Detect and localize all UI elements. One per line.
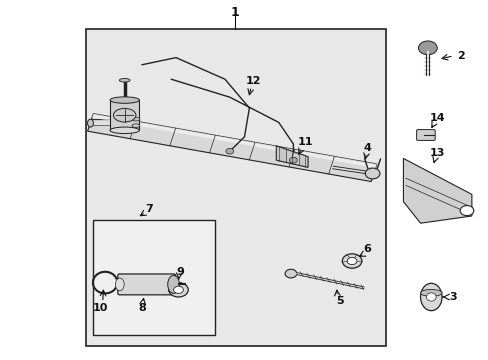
- Circle shape: [173, 286, 183, 293]
- Bar: [110, 100, 139, 130]
- Text: 3: 3: [448, 292, 456, 302]
- Circle shape: [225, 148, 233, 154]
- Text: 11: 11: [297, 137, 313, 147]
- Bar: [85, 29, 386, 346]
- Ellipse shape: [420, 289, 441, 296]
- Text: 10: 10: [92, 303, 108, 313]
- Polygon shape: [87, 114, 376, 181]
- Circle shape: [342, 254, 361, 268]
- Circle shape: [289, 157, 297, 163]
- Circle shape: [346, 257, 356, 265]
- Text: 12: 12: [245, 76, 261, 86]
- Ellipse shape: [426, 293, 435, 301]
- Polygon shape: [403, 158, 471, 223]
- Text: 2: 2: [456, 51, 464, 61]
- Polygon shape: [92, 114, 376, 168]
- Ellipse shape: [87, 119, 93, 127]
- Bar: [93, 220, 215, 335]
- Text: 6: 6: [362, 244, 370, 254]
- Circle shape: [459, 206, 473, 216]
- Text: 7: 7: [145, 204, 153, 214]
- FancyBboxPatch shape: [118, 274, 175, 295]
- Circle shape: [168, 283, 188, 297]
- Circle shape: [285, 269, 296, 278]
- Ellipse shape: [132, 117, 140, 121]
- Ellipse shape: [113, 108, 136, 122]
- Ellipse shape: [110, 97, 139, 103]
- Ellipse shape: [167, 275, 179, 293]
- FancyBboxPatch shape: [416, 130, 434, 140]
- Text: 13: 13: [429, 148, 445, 158]
- Text: 5: 5: [335, 296, 343, 306]
- Ellipse shape: [119, 78, 130, 82]
- Ellipse shape: [110, 127, 139, 134]
- Text: 4: 4: [363, 143, 371, 153]
- Text: 9: 9: [176, 267, 183, 277]
- Text: 1: 1: [230, 6, 239, 19]
- Circle shape: [365, 168, 379, 179]
- Polygon shape: [276, 146, 307, 167]
- Ellipse shape: [420, 283, 441, 311]
- Circle shape: [418, 41, 436, 55]
- Ellipse shape: [115, 278, 124, 291]
- Text: 8: 8: [138, 303, 145, 313]
- Ellipse shape: [132, 124, 140, 127]
- Text: 14: 14: [429, 113, 445, 123]
